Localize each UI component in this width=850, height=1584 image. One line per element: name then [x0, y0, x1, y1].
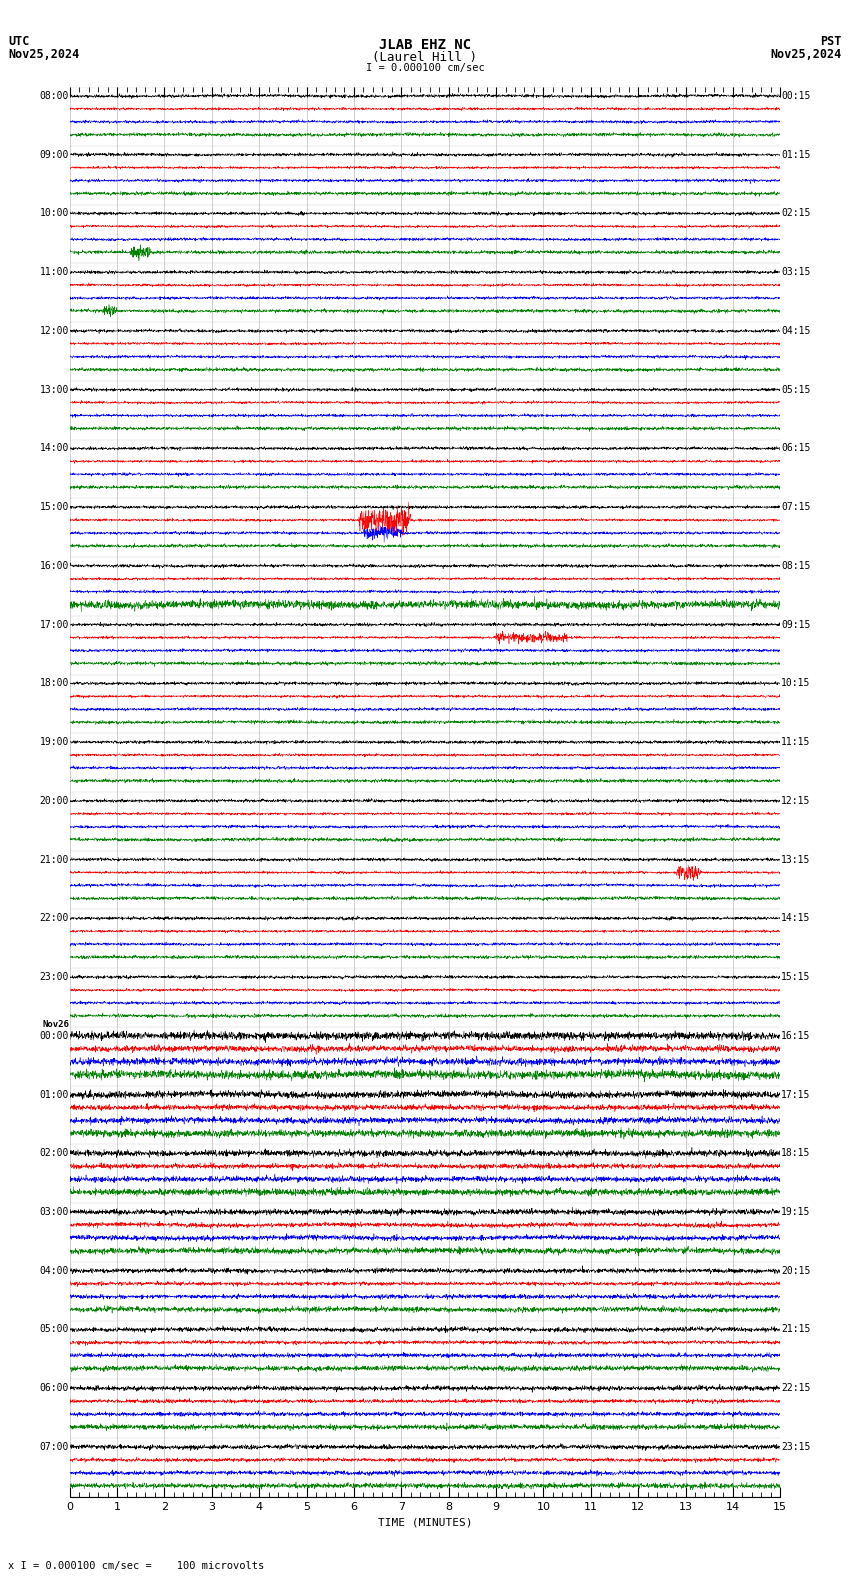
Text: 08:15: 08:15: [781, 561, 810, 570]
Text: 17:00: 17:00: [40, 619, 69, 629]
Text: (Laurel Hill ): (Laurel Hill ): [372, 51, 478, 63]
Text: 02:00: 02:00: [40, 1148, 69, 1158]
Text: JLAB EHZ NC: JLAB EHZ NC: [379, 38, 471, 52]
Text: 05:15: 05:15: [781, 385, 810, 394]
Text: 18:15: 18:15: [781, 1148, 810, 1158]
Text: 22:00: 22:00: [40, 914, 69, 923]
Text: 09:15: 09:15: [781, 619, 810, 629]
Text: I = 0.000100 cm/sec: I = 0.000100 cm/sec: [366, 63, 484, 73]
Text: 17:15: 17:15: [781, 1090, 810, 1099]
Text: x I = 0.000100 cm/sec =    100 microvolts: x I = 0.000100 cm/sec = 100 microvolts: [8, 1562, 264, 1571]
Text: 10:15: 10:15: [781, 678, 810, 689]
Text: 12:00: 12:00: [40, 326, 69, 336]
Text: 13:00: 13:00: [40, 385, 69, 394]
Text: 20:00: 20:00: [40, 795, 69, 806]
Text: 22:15: 22:15: [781, 1383, 810, 1394]
Text: 06:15: 06:15: [781, 444, 810, 453]
Text: 11:15: 11:15: [781, 737, 810, 748]
Text: 14:15: 14:15: [781, 914, 810, 923]
Text: 05:00: 05:00: [40, 1324, 69, 1334]
Text: 09:00: 09:00: [40, 149, 69, 160]
Text: 16:15: 16:15: [781, 1031, 810, 1041]
Text: UTC: UTC: [8, 35, 30, 48]
Text: PST: PST: [820, 35, 842, 48]
Text: 04:00: 04:00: [40, 1266, 69, 1275]
Text: 10:00: 10:00: [40, 209, 69, 219]
Text: 08:00: 08:00: [40, 90, 69, 101]
Text: 23:00: 23:00: [40, 973, 69, 982]
Text: 00:15: 00:15: [781, 90, 810, 101]
Text: 20:15: 20:15: [781, 1266, 810, 1275]
Text: 11:00: 11:00: [40, 268, 69, 277]
Text: 18:00: 18:00: [40, 678, 69, 689]
Text: 12:15: 12:15: [781, 795, 810, 806]
Text: 19:15: 19:15: [781, 1207, 810, 1217]
Text: 13:15: 13:15: [781, 854, 810, 865]
Text: 02:15: 02:15: [781, 209, 810, 219]
Text: 19:00: 19:00: [40, 737, 69, 748]
Text: 21:00: 21:00: [40, 854, 69, 865]
Text: Nov25,2024: Nov25,2024: [770, 48, 842, 60]
Text: Nov26: Nov26: [42, 1020, 69, 1028]
Text: 23:15: 23:15: [781, 1441, 810, 1453]
Text: 03:00: 03:00: [40, 1207, 69, 1217]
X-axis label: TIME (MINUTES): TIME (MINUTES): [377, 1517, 473, 1527]
Text: 16:00: 16:00: [40, 561, 69, 570]
Text: 15:15: 15:15: [781, 973, 810, 982]
Text: 01:00: 01:00: [40, 1090, 69, 1099]
Text: 15:00: 15:00: [40, 502, 69, 512]
Text: 00:00: 00:00: [40, 1031, 69, 1041]
Text: 07:00: 07:00: [40, 1441, 69, 1453]
Text: 06:00: 06:00: [40, 1383, 69, 1394]
Text: Nov25,2024: Nov25,2024: [8, 48, 80, 60]
Text: 21:15: 21:15: [781, 1324, 810, 1334]
Text: 04:15: 04:15: [781, 326, 810, 336]
Text: 01:15: 01:15: [781, 149, 810, 160]
Text: 03:15: 03:15: [781, 268, 810, 277]
Text: 07:15: 07:15: [781, 502, 810, 512]
Text: 14:00: 14:00: [40, 444, 69, 453]
